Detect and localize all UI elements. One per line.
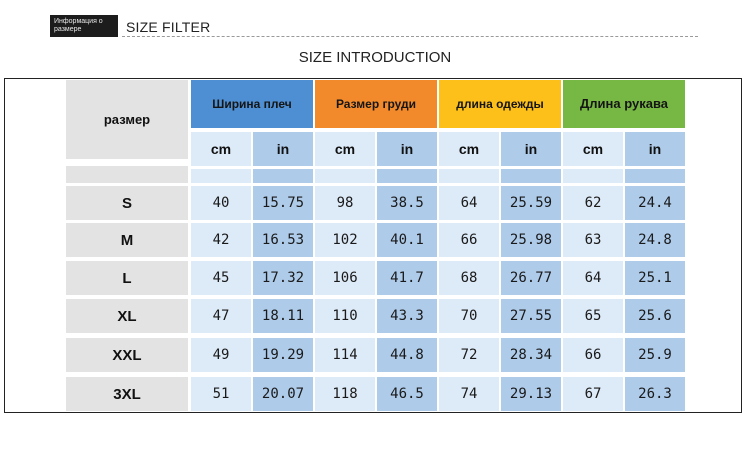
value-cell: 18.11 [253, 299, 313, 333]
value-cell: 44.8 [377, 338, 437, 372]
header-badge: Информация о размере [50, 15, 118, 37]
value-cell: 106 [315, 261, 375, 295]
value-cell: 25.9 [625, 338, 685, 372]
value-cell: 110 [315, 299, 375, 333]
group-header-clothing-length: длина одежды [439, 80, 561, 128]
value-cell: 118 [315, 377, 375, 411]
size-label-xxl: XXL [66, 338, 188, 372]
spacer-cell [501, 169, 561, 183]
value-cell: 74 [439, 377, 499, 411]
unit-in-shoulder-width: in [253, 132, 313, 166]
value-cell: 15.75 [253, 186, 313, 220]
value-cell: 27.55 [501, 299, 561, 333]
size-column-header: размер [66, 80, 188, 159]
spacer-cell [439, 169, 499, 183]
value-cell: 38.5 [377, 186, 437, 220]
unit-in-chest-size: in [377, 132, 437, 166]
value-cell: 66 [563, 338, 623, 372]
value-cell: 40 [191, 186, 251, 220]
header-divider [122, 36, 698, 37]
value-cell: 29.13 [501, 377, 561, 411]
value-cell: 114 [315, 338, 375, 372]
value-cell: 70 [439, 299, 499, 333]
value-cell: 46.5 [377, 377, 437, 411]
size-label-xl: XL [66, 299, 188, 333]
unit-cm-clothing-length: cm [439, 132, 499, 166]
value-cell: 24.8 [625, 223, 685, 257]
value-cell: 72 [439, 338, 499, 372]
value-cell: 26.3 [625, 377, 685, 411]
value-cell: 63 [563, 223, 623, 257]
value-cell: 42 [191, 223, 251, 257]
value-cell: 49 [191, 338, 251, 372]
size-filter-title: SIZE FILTER [126, 19, 211, 35]
size-chart-frame [4, 78, 742, 413]
value-cell: 62 [563, 186, 623, 220]
size-label-l: L [66, 261, 188, 295]
group-header-sleeve-length: Длина рукава [563, 80, 685, 128]
unit-cm-chest-size: cm [315, 132, 375, 166]
group-header-shoulder-width: Ширина плеч [191, 80, 313, 128]
value-cell: 43.3 [377, 299, 437, 333]
value-cell: 25.59 [501, 186, 561, 220]
value-cell: 28.34 [501, 338, 561, 372]
value-cell: 16.53 [253, 223, 313, 257]
value-cell: 25.98 [501, 223, 561, 257]
value-cell: 25.1 [625, 261, 685, 295]
value-cell: 26.77 [501, 261, 561, 295]
value-cell: 98 [315, 186, 375, 220]
value-cell: 51 [191, 377, 251, 411]
spacer-cell [315, 169, 375, 183]
value-cell: 25.6 [625, 299, 685, 333]
value-cell: 45 [191, 261, 251, 295]
value-cell: 41.7 [377, 261, 437, 295]
section-title: SIZE INTRODUCTION [298, 49, 452, 66]
size-label-3xl: 3XL [66, 377, 188, 411]
unit-cm-shoulder-width: cm [191, 132, 251, 166]
value-cell: 47 [191, 299, 251, 333]
value-cell: 40.1 [377, 223, 437, 257]
spacer-cell [377, 169, 437, 183]
value-cell: 17.32 [253, 261, 313, 295]
value-cell: 64 [563, 261, 623, 295]
unit-in-clothing-length: in [501, 132, 561, 166]
size-label-m: M [66, 223, 188, 257]
spacer-cell [625, 169, 685, 183]
value-cell: 20.07 [253, 377, 313, 411]
value-cell: 66 [439, 223, 499, 257]
value-cell: 65 [563, 299, 623, 333]
value-cell: 19.29 [253, 338, 313, 372]
spacer-cell [253, 169, 313, 183]
size-label-s: S [66, 186, 188, 220]
spacer-cell [563, 169, 623, 183]
unit-cm-sleeve-length: cm [563, 132, 623, 166]
spacer-cell [191, 169, 251, 183]
group-header-chest-size: Размер груди [315, 80, 437, 128]
value-cell: 102 [315, 223, 375, 257]
value-cell: 68 [439, 261, 499, 295]
spacer-cell [66, 166, 188, 183]
value-cell: 64 [439, 186, 499, 220]
value-cell: 67 [563, 377, 623, 411]
value-cell: 24.4 [625, 186, 685, 220]
unit-in-sleeve-length: in [625, 132, 685, 166]
